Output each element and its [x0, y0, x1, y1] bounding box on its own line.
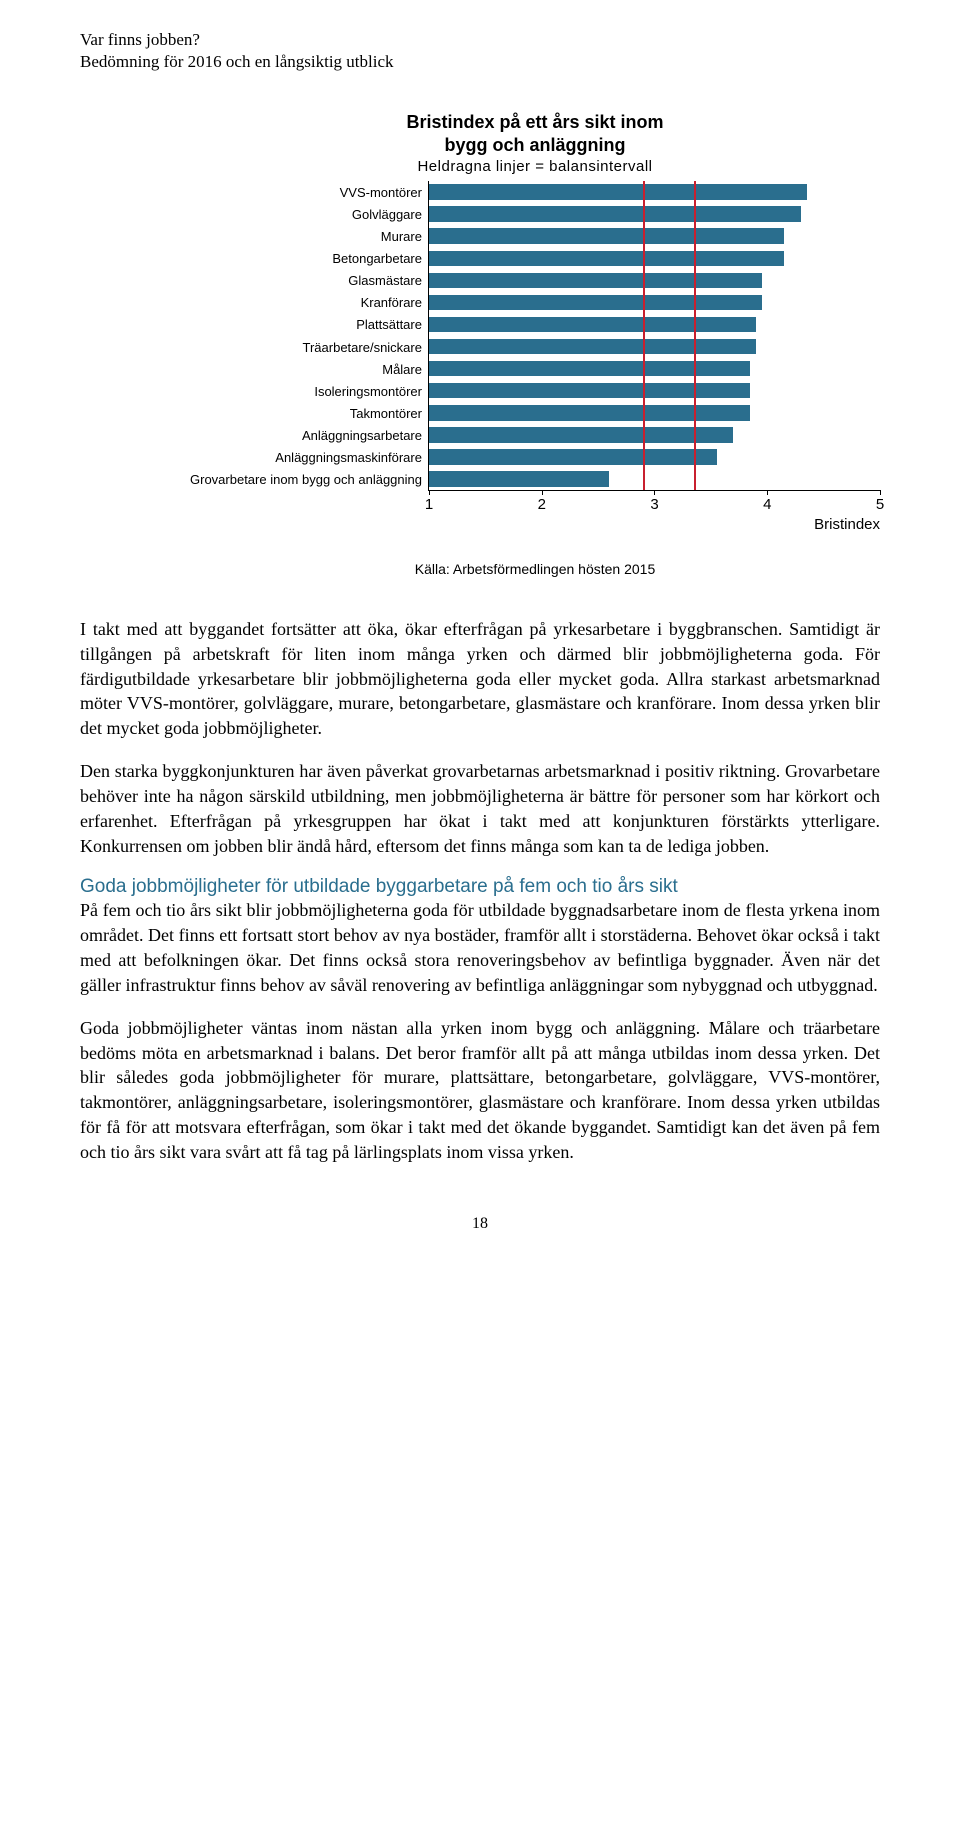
chart-y-label: Betongarbetare — [190, 247, 422, 269]
chart-container: Bristindex på ett års sikt inom bygg och… — [190, 112, 880, 491]
chart-bar — [429, 206, 801, 221]
chart-title-line2: bygg och anläggning — [190, 135, 880, 156]
paragraph-1: I takt med att byggandet fortsätter att … — [80, 617, 880, 741]
paragraph-4: Goda jobbmöjligheter väntas inom nästan … — [80, 1016, 880, 1165]
chart-bar — [429, 361, 750, 376]
page-header-title: Var finns jobben? — [80, 30, 880, 50]
chart-y-label: Plattsättare — [190, 314, 422, 336]
chart-bar-row — [429, 402, 880, 424]
chart-bar-row — [429, 291, 880, 313]
page-header-subtitle: Bedömning för 2016 och en långsiktig utb… — [80, 52, 880, 72]
chart-y-label: VVS-montörer — [190, 181, 422, 203]
chart-source: Källa: Arbetsförmedlingen hösten 2015 — [190, 561, 880, 577]
chart-y-label: Murare — [190, 225, 422, 247]
chart-body: VVS-montörerGolvläggareMurareBetongarbet… — [190, 181, 880, 491]
chart-bar — [429, 383, 750, 398]
page-number: 18 — [80, 1215, 880, 1233]
balance-line — [643, 181, 645, 490]
chart-bar — [429, 471, 609, 486]
section-heading: Goda jobbmöjligheter för utbildade bygga… — [80, 876, 880, 898]
chart-title-line1: Bristindex på ett års sikt inom — [190, 112, 880, 133]
chart-y-labels: VVS-montörerGolvläggareMurareBetongarbet… — [190, 181, 428, 491]
chart-bar-row — [429, 225, 880, 247]
chart-bar-row — [429, 269, 880, 291]
x-axis-title: Bristindex — [814, 490, 880, 533]
chart-bar-row — [429, 336, 880, 358]
balance-line — [694, 181, 696, 490]
chart-y-label: Isoleringsmontörer — [190, 380, 422, 402]
chart-plot-area: 12345Bristindex — [428, 181, 880, 491]
chart-bar — [429, 228, 784, 243]
chart-bar — [429, 251, 784, 266]
chart-bar-row — [429, 247, 880, 269]
chart-bar-row — [429, 313, 880, 335]
chart-bar-row — [429, 203, 880, 225]
chart-bar — [429, 339, 756, 354]
chart-bar — [429, 295, 762, 310]
chart-bar-row — [429, 181, 880, 203]
chart-y-label: Målare — [190, 358, 422, 380]
chart-bars-group — [429, 181, 880, 490]
x-tick-label: 1 — [425, 490, 433, 513]
paragraph-2: Den starka byggkonjunkturen har även påv… — [80, 759, 880, 858]
chart-bar — [429, 184, 807, 199]
chart-bar — [429, 273, 762, 288]
chart-bar — [429, 405, 750, 420]
chart-bar-row — [429, 446, 880, 468]
chart-y-label: Kranförare — [190, 292, 422, 314]
page: Var finns jobben? Bedömning för 2016 och… — [0, 0, 960, 1293]
chart-bar — [429, 317, 756, 332]
x-tick-label: 3 — [650, 490, 658, 513]
paragraph-3: På fem och tio års sikt blir jobbmöjligh… — [80, 898, 880, 997]
x-tick-label: 4 — [763, 490, 771, 513]
chart-y-label: Träarbetare/snickare — [190, 336, 422, 358]
chart-subtitle: Heldragna linjer = balansintervall — [190, 158, 880, 175]
chart-y-label: Takmontörer — [190, 402, 422, 424]
chart-bar-row — [429, 468, 880, 490]
chart-bar-row — [429, 358, 880, 380]
chart-bar-row — [429, 424, 880, 446]
chart-y-label: Anläggningsmaskinförare — [190, 447, 422, 469]
chart-y-label: Golvläggare — [190, 203, 422, 225]
chart-bar — [429, 449, 717, 464]
chart-y-label: Glasmästare — [190, 270, 422, 292]
chart-bar — [429, 427, 733, 442]
chart-y-label: Anläggningsarbetare — [190, 425, 422, 447]
chart-y-label: Grovarbetare inom bygg och anläggning — [190, 469, 422, 491]
chart-bar-row — [429, 380, 880, 402]
x-tick-label: 2 — [538, 490, 546, 513]
